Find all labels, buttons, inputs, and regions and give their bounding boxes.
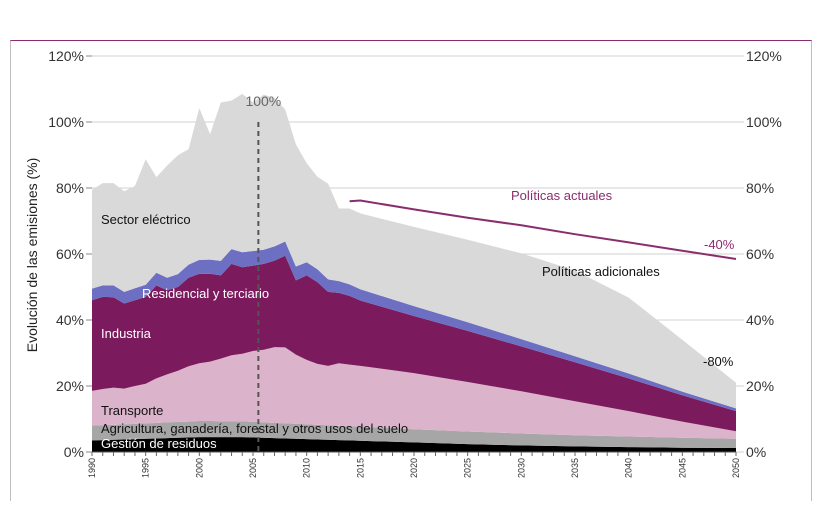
x-tick-label: 2035 [570, 458, 580, 478]
y-axis-right: 0% 20% 40% 60% 80% 100% 120% [746, 48, 782, 460]
x-tick-label: 2005 [248, 458, 258, 478]
x-tick-label: 2025 [463, 458, 473, 478]
y-tick-label-right: 40% [746, 312, 774, 328]
x-axis: 1990 1995 2000 2005 2010 2015 2020 2025 2030 2035… [87, 451, 741, 478]
x-tick-label: 2030 [516, 458, 526, 478]
x-tick-label: 1990 [87, 458, 97, 478]
y-tick-label-right: 0% [746, 444, 766, 460]
label-minus-80: -80% [703, 354, 734, 369]
x-tick-label: 2010 [302, 458, 312, 478]
label-minus-40: -40% [704, 237, 735, 252]
base-year-label: 100% [245, 93, 281, 109]
area-transporte [92, 347, 736, 439]
y-axis-left: 0% 20% 40% 60% 80% 100% 120% [48, 48, 92, 460]
label-politicas-actuales: Políticas actuales [511, 188, 613, 203]
area-agricultura-ganaderia-forestal-y-otros-usos-del-suelo [92, 421, 736, 448]
projection-line [349, 199, 737, 260]
y-tick-label-right: 120% [746, 48, 782, 64]
y-tick-label-right: 20% [746, 378, 774, 394]
x-tick-label: 2050 [731, 458, 741, 478]
y-tick-label-right: 100% [746, 114, 782, 130]
y-tick-label-right: 80% [746, 180, 774, 196]
y-tick-label: 60% [56, 246, 84, 262]
area-gestion-de-residuos [92, 437, 736, 452]
x-tick-label: 1995 [141, 458, 151, 478]
y-tick-label: 0% [64, 444, 84, 460]
x-tick-label: 2015 [355, 458, 365, 478]
y-tick-label: 80% [56, 180, 84, 196]
y-tick-label: 40% [56, 312, 84, 328]
label-sector-electrico: Sector eléctrico [101, 212, 191, 227]
label-politicas-adicionales: Políticas adicionales [542, 264, 660, 279]
projection-lines [349, 199, 737, 260]
y-tick-label: 20% [56, 378, 84, 394]
area-industria [92, 255, 736, 432]
label-residuos: Gestión de residuos [101, 436, 217, 451]
stacked-areas [92, 93, 736, 452]
x-tick-label: 2045 [677, 458, 687, 478]
label-industria: Industria [101, 326, 152, 341]
x-tick-label: 2040 [624, 458, 634, 478]
label-transporte: Transporte [101, 403, 163, 418]
label-residencial: Residencial y terciario [142, 286, 269, 301]
label-agricultura: Agricultura, ganadería, forestal y otros… [101, 421, 408, 436]
x-tick-label: 2000 [194, 458, 204, 478]
y-tick-label-right: 60% [746, 246, 774, 262]
x-tick-label: 2020 [409, 458, 419, 478]
y-tick-label: 100% [48, 114, 84, 130]
y-tick-label: 120% [48, 48, 84, 64]
y-axis-title: Evolución de las emisiones (%) [24, 158, 40, 353]
area-sector-electrico [92, 93, 736, 409]
chart-frame [10, 40, 812, 501]
